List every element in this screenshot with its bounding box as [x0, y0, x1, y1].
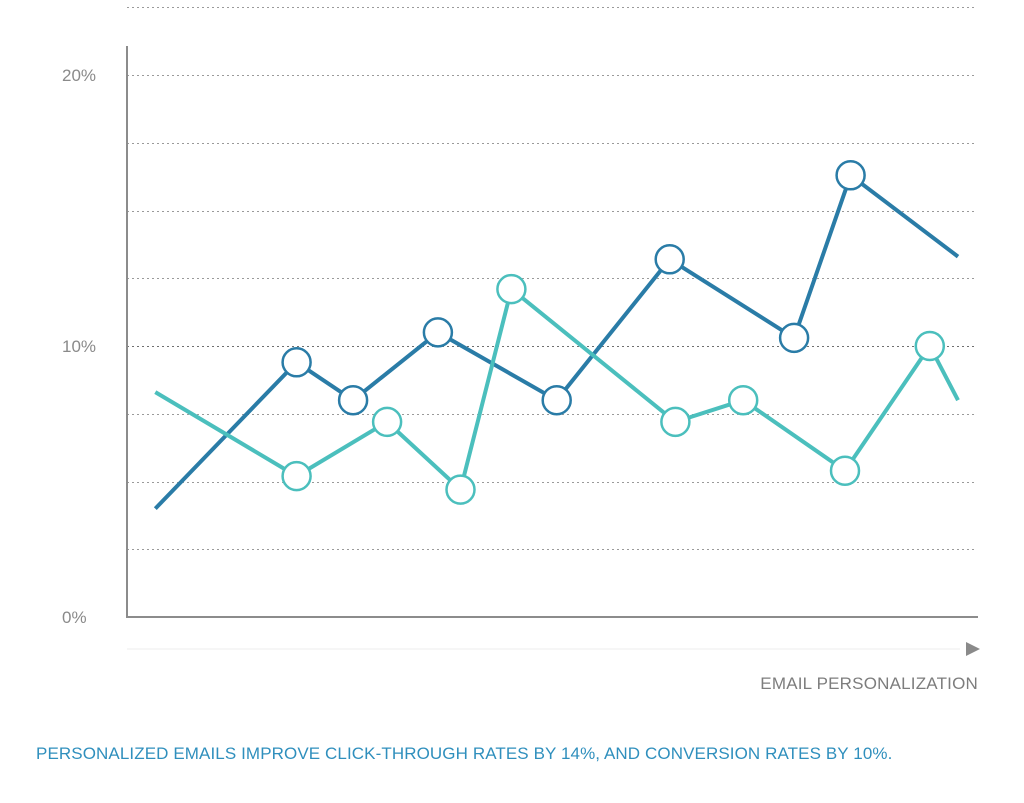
y-tick-label: 0% [62, 608, 87, 627]
line-chart: 0% 10% 20% EMAIL PERSONALIZATION [62, 7, 980, 693]
y-tick-label: 20% [62, 66, 96, 85]
chart-caption: PERSONALIZED EMAILS IMPROVE CLICK-THROUG… [36, 744, 893, 763]
data-point [541, 384, 572, 416]
data-point [829, 455, 861, 486]
gridlines [127, 7, 975, 550]
data-point [337, 384, 369, 416]
data-point [281, 460, 312, 492]
data-point [422, 317, 454, 348]
data-point [835, 160, 866, 191]
series-line [154, 287, 960, 492]
data-point [654, 244, 685, 275]
x-axis-label: EMAIL PERSONALIZATION [760, 674, 978, 693]
data-point [371, 406, 403, 438]
data-point [727, 384, 759, 416]
x-axis-arrow-icon [966, 642, 980, 656]
data-point [496, 273, 527, 305]
data-point [445, 474, 476, 505]
series-2 [154, 273, 960, 505]
data-point [660, 406, 691, 438]
data-point [281, 347, 312, 378]
y-tick-label: 10% [62, 337, 96, 356]
series-lines [153, 160, 960, 510]
y-tick-labels: 0% 10% 20% [62, 66, 96, 627]
data-point [778, 322, 810, 354]
data-point [914, 330, 946, 362]
series-1 [153, 160, 960, 510]
